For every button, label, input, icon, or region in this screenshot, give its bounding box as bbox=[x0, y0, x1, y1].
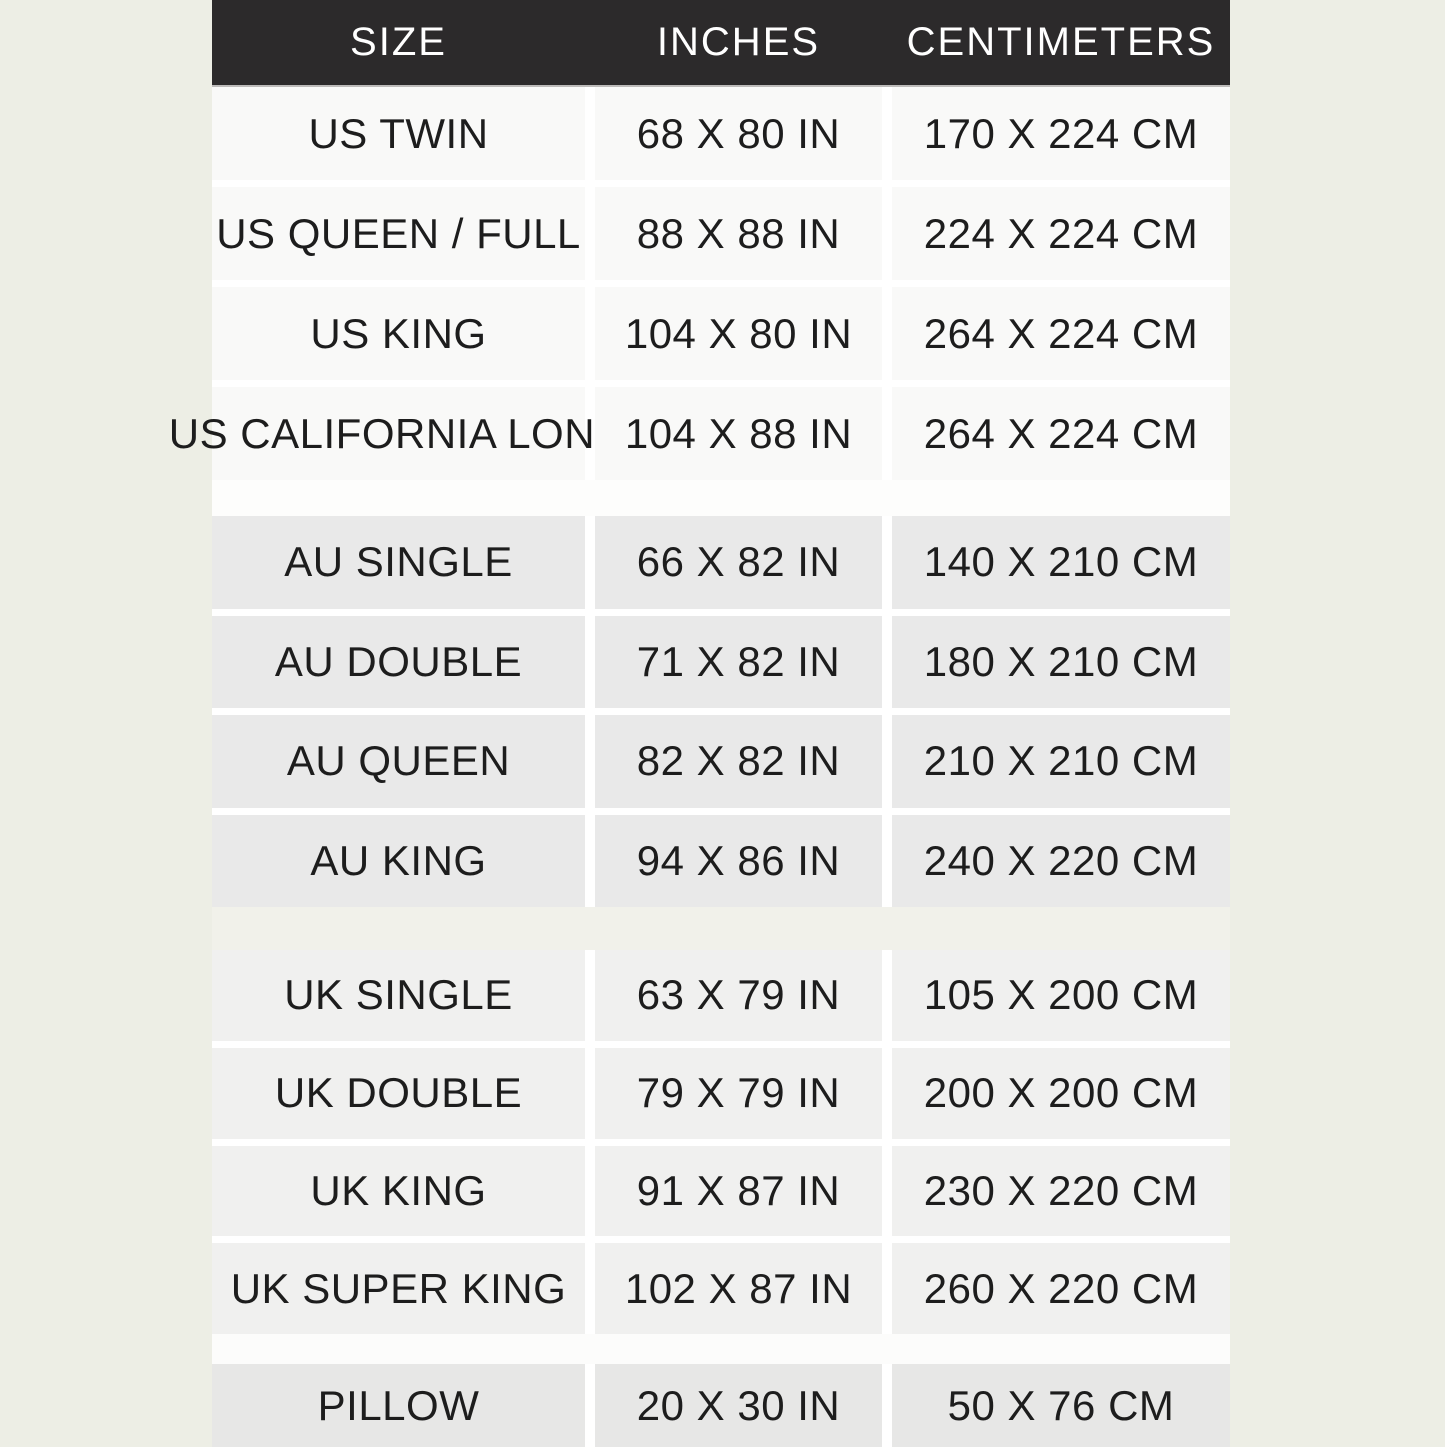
inches-cell: 104 X 80 IN bbox=[595, 287, 882, 380]
size-cell: AU KING bbox=[212, 814, 585, 907]
inches-cell: 82 X 82 IN bbox=[595, 715, 882, 808]
centimeters-cell: 200 X 200 CM bbox=[892, 1047, 1230, 1139]
column-header-centimeters: CENTIMETERS bbox=[906, 20, 1216, 64]
size-cell: AU SINGLE bbox=[212, 516, 585, 609]
inches-cell: 68 X 80 IN bbox=[595, 87, 882, 180]
centimeters-cell: 170 X 224 CM bbox=[892, 87, 1230, 180]
centimeters-cell: 260 X 220 CM bbox=[892, 1243, 1230, 1334]
size-cell: US TWIN bbox=[212, 87, 585, 180]
size-cell: PILLOW bbox=[212, 1364, 585, 1447]
size-chart: SIZE INCHES CENTIMETERS US TWIN 68 X 80 … bbox=[169, 0, 1230, 1447]
inches-cell: 91 X 87 IN bbox=[595, 1145, 882, 1237]
inches-cell: 102 X 87 IN bbox=[595, 1243, 882, 1334]
section-pillow-size: PILLOW 20 X 30 IN 50 X 76 CM bbox=[212, 1364, 1230, 1447]
section-divider bbox=[212, 480, 1230, 516]
centimeters-cell: 230 X 220 CM bbox=[892, 1145, 1230, 1237]
size-cell: AU DOUBLE bbox=[212, 615, 585, 708]
inches-cell: 20 X 30 IN bbox=[595, 1364, 882, 1447]
inches-cell: 88 X 88 IN bbox=[595, 187, 882, 280]
size-chart-header-row: SIZE INCHES CENTIMETERS bbox=[212, 0, 1230, 87]
column-header-size: SIZE bbox=[350, 20, 447, 64]
centimeters-cell: 105 X 200 CM bbox=[892, 950, 1230, 1041]
size-cell: UK DOUBLE bbox=[212, 1047, 585, 1139]
section-us-sizes: US TWIN 68 X 80 IN 170 X 224 CM US QUEEN… bbox=[169, 87, 1230, 480]
size-cell: AU QUEEN bbox=[212, 715, 585, 808]
column-header-inches: INCHES bbox=[656, 20, 821, 64]
centimeters-cell: 180 X 210 CM bbox=[892, 615, 1230, 708]
size-cell: UK KING bbox=[212, 1145, 585, 1237]
inches-cell: 63 X 79 IN bbox=[595, 950, 882, 1041]
inches-cell: 94 X 86 IN bbox=[595, 814, 882, 907]
section-divider bbox=[212, 907, 1230, 950]
size-cell: UK SINGLE bbox=[212, 950, 585, 1041]
size-cell: US CALIFORNIA LONG bbox=[169, 387, 628, 480]
section-divider bbox=[212, 1334, 1230, 1364]
centimeters-cell: 264 X 224 CM bbox=[892, 287, 1230, 380]
size-cell: US QUEEN / FULL bbox=[212, 187, 585, 280]
inches-cell: 66 X 82 IN bbox=[595, 516, 882, 609]
section-uk-sizes: UK SINGLE 63 X 79 IN 105 X 200 CM UK DOU… bbox=[212, 950, 1230, 1334]
centimeters-cell: 50 X 76 CM bbox=[892, 1364, 1230, 1447]
inches-cell: 71 X 82 IN bbox=[595, 615, 882, 708]
centimeters-cell: 224 X 224 CM bbox=[892, 187, 1230, 280]
section-au-sizes: AU SINGLE 66 X 82 IN 140 X 210 CM AU DOU… bbox=[212, 516, 1230, 907]
centimeters-cell: 140 X 210 CM bbox=[892, 516, 1230, 609]
size-cell: US KING bbox=[212, 287, 585, 380]
inches-cell: 104 X 88 IN bbox=[595, 387, 882, 480]
inches-cell: 79 X 79 IN bbox=[595, 1047, 882, 1139]
size-cell: UK SUPER KING bbox=[212, 1243, 585, 1334]
centimeters-cell: 240 X 220 CM bbox=[892, 814, 1230, 907]
centimeters-cell: 210 X 210 CM bbox=[892, 715, 1230, 808]
centimeters-cell: 264 X 224 CM bbox=[892, 387, 1230, 480]
